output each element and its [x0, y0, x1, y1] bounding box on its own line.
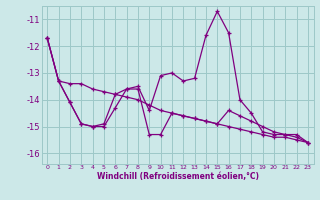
X-axis label: Windchill (Refroidissement éolien,°C): Windchill (Refroidissement éolien,°C) — [97, 172, 259, 181]
